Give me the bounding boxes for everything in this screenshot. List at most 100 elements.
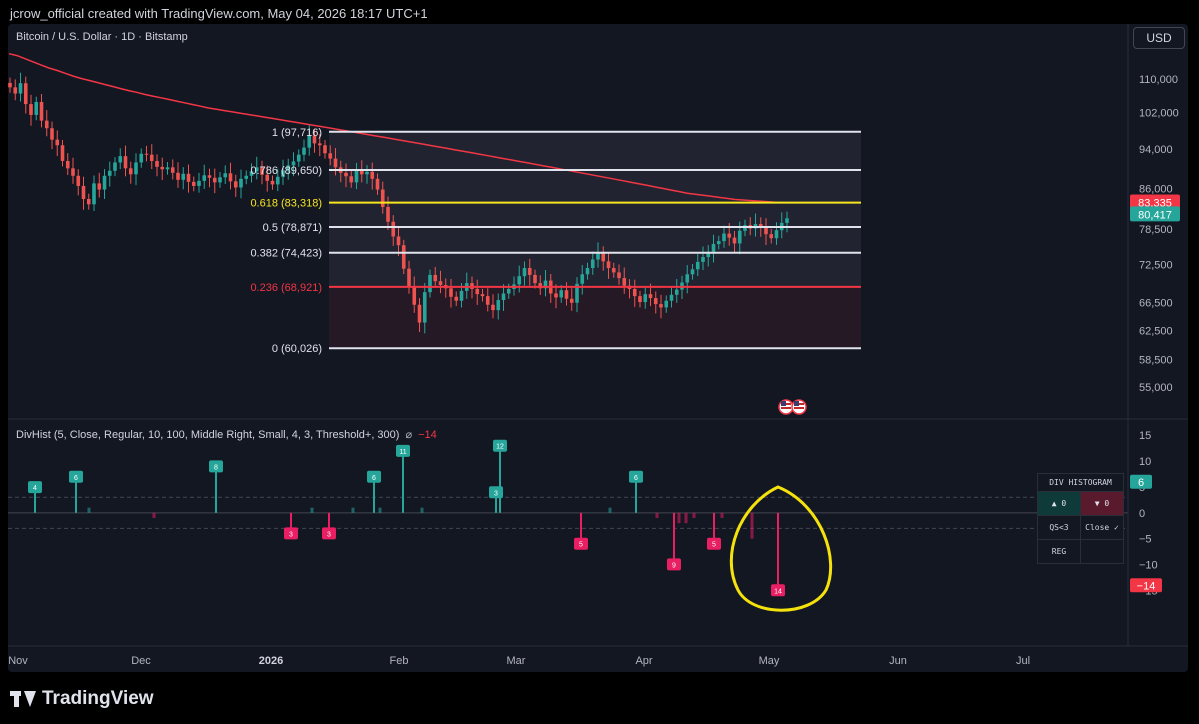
signal-badge-label: 8 bbox=[214, 464, 218, 471]
candle-body bbox=[569, 298, 574, 303]
minor-bar bbox=[720, 512, 724, 518]
candle-body bbox=[606, 261, 611, 269]
candle-body bbox=[611, 268, 616, 273]
candle-body bbox=[144, 153, 149, 155]
candle-body bbox=[527, 268, 532, 275]
visibility-icon[interactable]: ⌀ bbox=[405, 429, 413, 441]
tradingview-logo[interactable]: TradingView bbox=[10, 688, 154, 710]
fib-zone bbox=[329, 202, 861, 227]
candle-body bbox=[134, 162, 138, 175]
signal-badge bbox=[322, 527, 336, 540]
bull-count: ▲ 0 bbox=[1038, 492, 1081, 515]
candle-body bbox=[97, 183, 102, 190]
minor-bar bbox=[87, 507, 91, 513]
table-value-label: 6 bbox=[1138, 477, 1144, 489]
annotation-circle bbox=[729, 485, 833, 612]
candle-body bbox=[533, 274, 537, 284]
candle-body bbox=[55, 139, 60, 146]
candle-body bbox=[601, 252, 606, 262]
table-row: QS<3 Close ✓ bbox=[1038, 516, 1123, 540]
candle-body bbox=[386, 206, 390, 222]
flag-stripe bbox=[781, 407, 791, 409]
tradingview-icon bbox=[10, 691, 36, 707]
x-tick-label: Apr bbox=[635, 655, 652, 667]
candle-body bbox=[559, 290, 564, 298]
candle-body bbox=[81, 185, 86, 199]
x-tick-label: Mar bbox=[507, 655, 526, 667]
candle-body bbox=[501, 293, 506, 301]
candle-body bbox=[39, 101, 44, 121]
minor-bar bbox=[692, 512, 696, 518]
signal-badge bbox=[574, 537, 588, 550]
close-cell: Close ✓ bbox=[1085, 523, 1119, 532]
candle-body bbox=[454, 296, 459, 301]
flag-canton bbox=[794, 401, 799, 406]
candle-body bbox=[317, 143, 322, 146]
candle-body bbox=[275, 176, 280, 185]
candle-body bbox=[113, 162, 117, 171]
minor-bar bbox=[152, 512, 156, 518]
signal-badge bbox=[367, 470, 381, 483]
y-tick-label: 102,000 bbox=[1139, 108, 1179, 120]
candle-body bbox=[344, 172, 348, 177]
symbol-title[interactable]: Bitcoin / U.S. Dollar · 1D · Bitstamp bbox=[16, 31, 188, 43]
candle-body bbox=[123, 156, 128, 169]
candle-body bbox=[517, 276, 522, 285]
candle-body bbox=[475, 288, 480, 295]
signal-badge-label: 3 bbox=[327, 531, 331, 538]
candle-body bbox=[506, 288, 511, 294]
candle-body bbox=[296, 154, 301, 162]
candle-body bbox=[538, 283, 543, 289]
fib-level-label: 0.786 (89,650) bbox=[250, 165, 322, 177]
candle-body bbox=[323, 145, 327, 154]
candle-body bbox=[722, 233, 726, 242]
signal-badge-label: 11 bbox=[399, 449, 406, 456]
candle-body bbox=[223, 173, 228, 178]
currency-button[interactable]: USD bbox=[1133, 27, 1185, 49]
candle-body bbox=[202, 175, 207, 181]
indicator-legend[interactable]: DivHist (5, Close, Regular, 10, 100, Mid… bbox=[16, 428, 437, 441]
candle-body bbox=[265, 174, 270, 181]
candle-body bbox=[244, 175, 249, 179]
empty-cell bbox=[1081, 540, 1123, 563]
candle-body bbox=[669, 294, 674, 301]
candle-body bbox=[417, 304, 422, 323]
candle-body bbox=[491, 304, 495, 311]
signal-badge-label: 14 bbox=[774, 588, 782, 595]
signal-badge-label: 3 bbox=[494, 490, 498, 497]
candle-body bbox=[737, 230, 742, 244]
candle-body bbox=[664, 300, 669, 308]
candle-body bbox=[270, 180, 275, 185]
signal-badge-label: 12 bbox=[496, 444, 504, 451]
div-histogram-table: DIV HISTOGRAM ▲ 0 ▼ 0 QS<3 Close ✓ REG bbox=[1037, 473, 1124, 564]
hist-y-tick-label: 15 bbox=[1139, 430, 1151, 442]
candle-body bbox=[212, 177, 217, 183]
candle-body bbox=[774, 230, 779, 239]
candle-body bbox=[65, 160, 70, 169]
x-tick-label: Nov bbox=[8, 655, 28, 667]
hist-value-tag bbox=[1130, 578, 1162, 593]
candle-body bbox=[228, 173, 233, 182]
hist-y-tick-label: 0 bbox=[1139, 508, 1145, 520]
candle-body bbox=[632, 288, 637, 297]
indicator-name: DivHist (5, Close, Regular, 10, 100, Mid… bbox=[16, 429, 400, 441]
candle-body bbox=[149, 154, 154, 161]
candle-body bbox=[107, 170, 112, 176]
candle-body bbox=[580, 274, 585, 284]
candle-body bbox=[617, 272, 621, 279]
candle-body bbox=[60, 145, 65, 161]
candle-body bbox=[218, 177, 222, 183]
candle-body bbox=[653, 298, 658, 305]
signal-badge-label: 3 bbox=[289, 531, 293, 538]
fib-level-label: 0.5 (78,871) bbox=[263, 222, 322, 234]
candle-body bbox=[711, 244, 716, 252]
fib-zone bbox=[329, 131, 861, 171]
signal-badge bbox=[69, 470, 83, 483]
candle-body bbox=[622, 278, 627, 286]
candle-body bbox=[375, 178, 380, 190]
candle-body bbox=[380, 189, 385, 207]
y-tick-label: 78,500 bbox=[1139, 224, 1173, 236]
y-tick-label: 110,000 bbox=[1139, 74, 1178, 86]
signal-badge-label: 4 bbox=[33, 485, 37, 492]
